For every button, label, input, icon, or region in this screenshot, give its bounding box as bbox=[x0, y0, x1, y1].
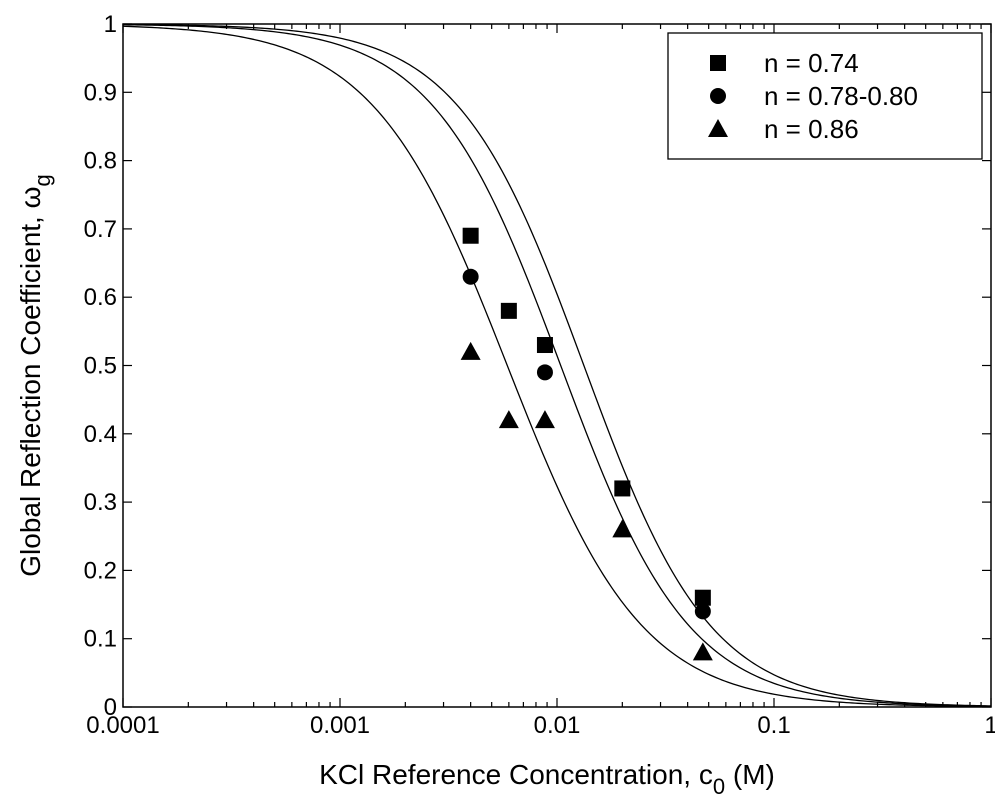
x-axis: 0.0001 0.001 0.01 0.1 1 bbox=[86, 24, 995, 739]
y-tick-label: 0.1 bbox=[84, 626, 117, 653]
fit-curve bbox=[122, 24, 992, 707]
legend-marker-triangle bbox=[708, 119, 728, 137]
data-point-square bbox=[500, 302, 517, 319]
y-tick-label: 1 bbox=[104, 11, 117, 38]
y-tick-label: 0.5 bbox=[84, 353, 117, 380]
y-tick-label: 0.2 bbox=[84, 557, 117, 584]
legend-entry: n = 0.86 bbox=[764, 114, 859, 144]
data-point-triangle bbox=[498, 410, 519, 429]
y-tick-label: 0.7 bbox=[84, 216, 117, 243]
data-point-triangle bbox=[692, 642, 713, 661]
data-markers bbox=[460, 227, 713, 661]
y-axis: 0 0.1 0.2 0.3 0.4 0.5 0.6 0.7 0.8 0.9 1 bbox=[84, 11, 991, 721]
y-axis-label: Global Reflection Coefficient, ωg bbox=[15, 174, 55, 576]
legend: n = 0.74n = 0.78-0.80n = 0.86 bbox=[667, 32, 983, 160]
data-point-circle bbox=[694, 603, 711, 620]
y-tick-label: 0.9 bbox=[84, 79, 117, 106]
x-tick-label: 0.1 bbox=[757, 712, 790, 739]
x-tick-label: 0.01 bbox=[534, 712, 581, 739]
data-point-square bbox=[614, 480, 631, 497]
legend-entry: n = 0.74 bbox=[764, 48, 859, 78]
fit-curve bbox=[122, 25, 992, 708]
y-tick-label: 0.6 bbox=[84, 284, 117, 311]
data-point-triangle bbox=[534, 410, 555, 429]
data-point-circle bbox=[462, 268, 479, 285]
y-tick-label: 0.3 bbox=[84, 489, 117, 516]
x-tick-label: 0.0001 bbox=[86, 712, 159, 739]
fit-curve bbox=[122, 23, 992, 707]
data-point-square bbox=[694, 589, 711, 606]
data-point-circle bbox=[536, 364, 553, 381]
y-tick-label: 0.4 bbox=[84, 421, 117, 448]
data-point-square bbox=[536, 337, 553, 354]
legend-entry: n = 0.78-0.80 bbox=[764, 81, 918, 111]
data-point-triangle bbox=[460, 341, 481, 360]
x-axis-label: KCl Reference Concentration, c0 (M) bbox=[319, 759, 775, 799]
x-tick-label: 0.001 bbox=[310, 712, 370, 739]
fit-curves bbox=[122, 23, 992, 708]
data-point-triangle bbox=[612, 519, 633, 538]
x-tick-label: 1 bbox=[984, 712, 995, 739]
data-point-square bbox=[462, 227, 479, 244]
legend-marker-square bbox=[710, 55, 726, 71]
y-tick-label: 0 bbox=[104, 694, 117, 721]
legend-marker-circle bbox=[710, 88, 726, 104]
y-tick-label: 0.8 bbox=[84, 148, 117, 175]
